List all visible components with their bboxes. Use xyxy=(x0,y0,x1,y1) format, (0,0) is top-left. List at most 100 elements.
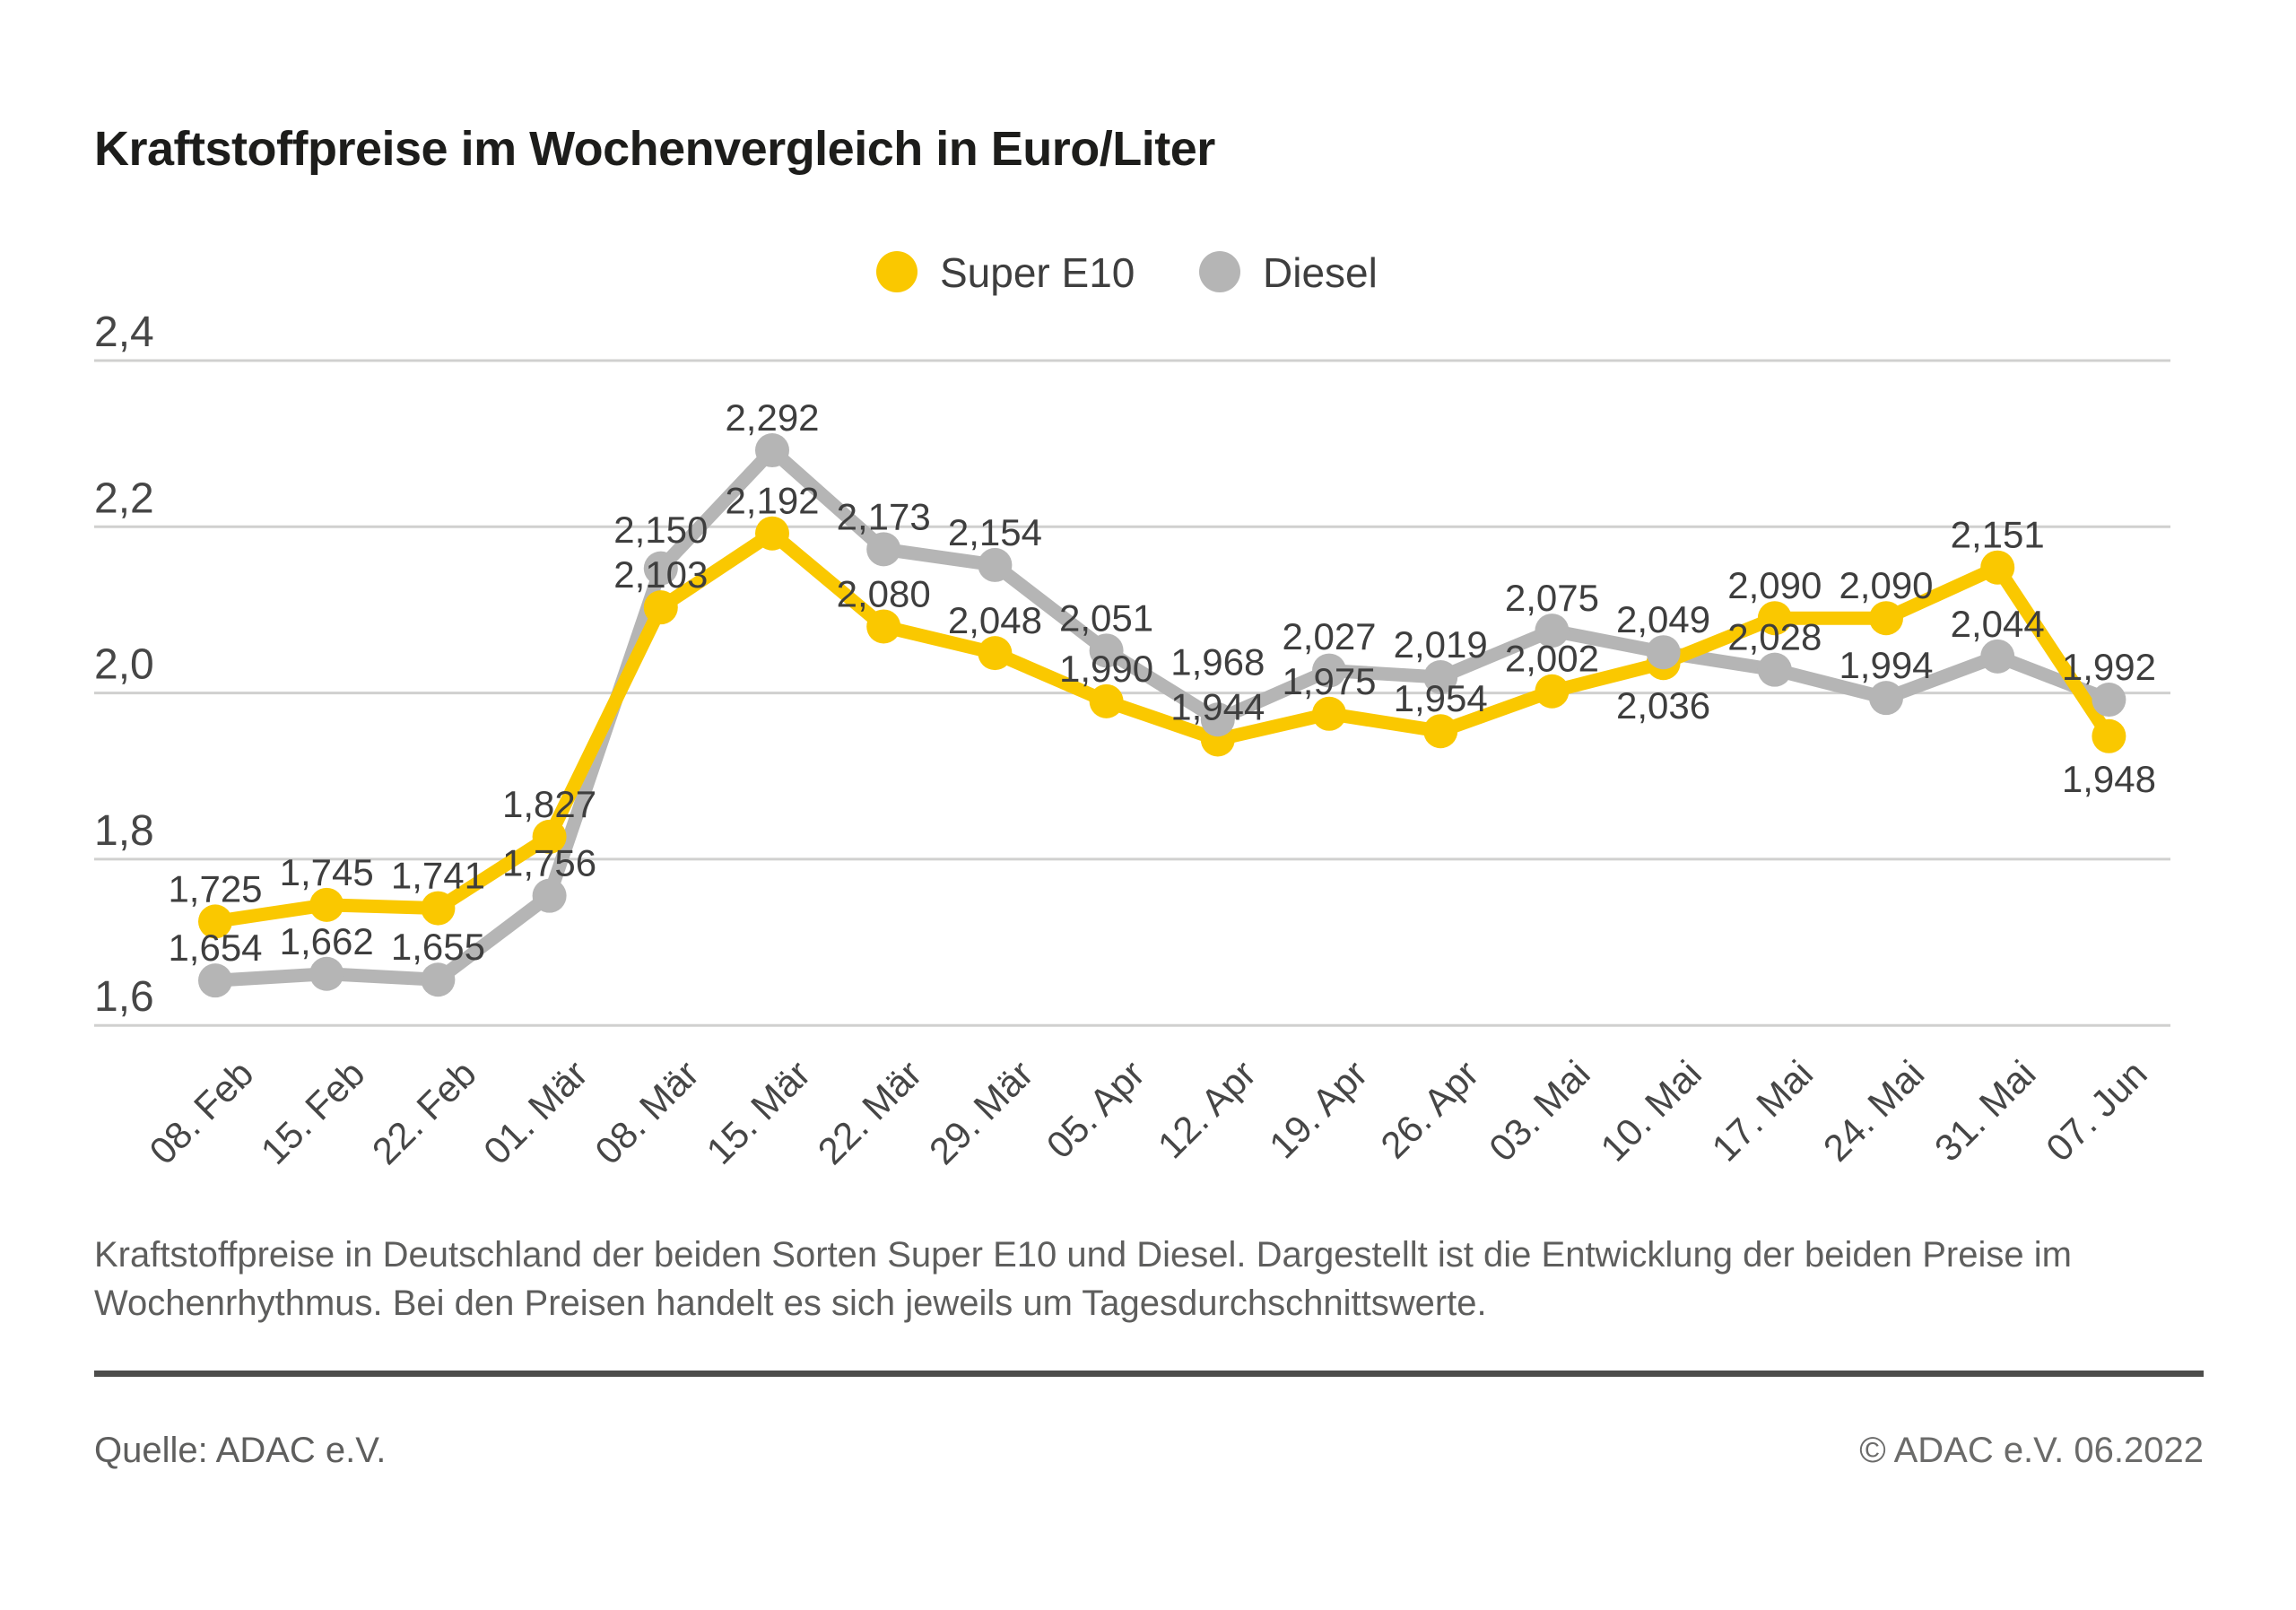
x-tick-label: 15. Mär xyxy=(698,1052,818,1172)
data-point-super-e10 xyxy=(1423,714,1458,749)
data-point-diesel xyxy=(755,433,789,468)
data-label-super-e10: 2,090 xyxy=(1839,564,1933,606)
copyright-label: © ADAC e.V. 06.2022 xyxy=(1859,1431,2204,1470)
data-point-super-e10 xyxy=(421,891,456,926)
data-point-diesel xyxy=(532,878,567,913)
x-tick-label: 07. Jun xyxy=(2038,1052,2155,1170)
data-point-diesel xyxy=(866,532,901,567)
data-label-super-e10: 1,741 xyxy=(391,855,485,897)
data-label-super-e10: 1,954 xyxy=(1394,677,1488,719)
chart-legend: Super E10 Diesel xyxy=(876,249,1378,296)
data-label-super-e10: 1,990 xyxy=(1059,648,1153,690)
data-label-super-e10: 2,192 xyxy=(725,480,819,522)
x-tick-label: 29. Mär xyxy=(921,1052,1041,1172)
data-label-diesel: 1,992 xyxy=(2062,646,2156,688)
y-tick-label: 2,4 xyxy=(94,309,154,356)
data-label-diesel: 1,654 xyxy=(168,927,262,969)
data-point-diesel xyxy=(1312,653,1346,688)
x-tick-label: 31. Mai xyxy=(1926,1052,2044,1170)
chart-description: Kraftstoffpreise in Deutschland der beid… xyxy=(94,1235,2072,1323)
diesel-line xyxy=(208,443,2116,988)
data-label-diesel: 2,150 xyxy=(613,509,708,551)
data-label-super-e10: 2,002 xyxy=(1505,638,1599,680)
data-label-super-e10: 2,103 xyxy=(613,553,708,596)
data-point-diesel xyxy=(1535,614,1570,648)
data-point-super-e10 xyxy=(198,904,232,939)
data-label-diesel: 2,173 xyxy=(837,495,931,537)
data-point-diesel xyxy=(421,962,456,997)
data-point-super-e10 xyxy=(755,516,789,551)
x-tick-label: 26. Apr xyxy=(1372,1052,1486,1166)
y-tick-label: 1,8 xyxy=(94,807,154,855)
data-point-diesel xyxy=(1089,633,1124,668)
y-tick-label: 2,2 xyxy=(94,474,154,522)
data-point-diesel xyxy=(198,963,232,998)
data-label-super-e10: 1,975 xyxy=(1282,660,1376,702)
x-tick-label: 08. Feb xyxy=(141,1052,261,1172)
x-tick-label: 22. Feb xyxy=(364,1052,484,1172)
data-point-diesel xyxy=(2092,683,2126,718)
data-label-super-e10: 1,948 xyxy=(2062,758,2156,800)
data-point-super-e10 xyxy=(1535,674,1570,709)
data-label-diesel: 2,154 xyxy=(948,511,1042,553)
legend-dot-super-e10-icon xyxy=(876,251,918,292)
data-point-diesel xyxy=(978,547,1013,582)
data-point-super-e10 xyxy=(978,636,1013,671)
data-label-super-e10: 2,090 xyxy=(1727,564,1822,606)
data-label-diesel: 2,292 xyxy=(725,396,819,439)
x-tick-label: 19. Apr xyxy=(1261,1052,1375,1166)
data-point-super-e10 xyxy=(309,887,344,922)
super-e10-line xyxy=(208,527,2116,928)
data-label-super-e10: 1,944 xyxy=(1170,685,1265,727)
data-label-diesel: 2,049 xyxy=(1616,598,1710,640)
page-title: Kraftstoffpreise im Wochenvergleich in E… xyxy=(94,122,1215,176)
data-label-super-e10: 1,725 xyxy=(168,867,262,909)
data-point-super-e10 xyxy=(643,590,678,625)
data-point-diesel xyxy=(309,956,344,991)
legend-dot-diesel-icon xyxy=(1199,251,1240,292)
data-point-diesel xyxy=(1646,635,1681,670)
y-tick-label: 2,0 xyxy=(94,641,154,689)
data-point-diesel xyxy=(1869,681,1903,716)
legend-label-diesel: Diesel xyxy=(1263,249,1378,296)
data-point-super-e10 xyxy=(866,609,901,644)
data-label-diesel: 2,044 xyxy=(1951,603,2045,645)
data-label-diesel: 2,075 xyxy=(1505,577,1599,619)
x-tick-label: 01. Mär xyxy=(475,1052,596,1172)
data-point-super-e10 xyxy=(1980,550,2015,585)
data-point-super-e10 xyxy=(532,819,567,854)
x-tick-label: 03. Mai xyxy=(1481,1052,1598,1170)
data-point-diesel xyxy=(1423,659,1458,694)
x-tick-label: 12. Apr xyxy=(1150,1052,1264,1166)
data-label-diesel: 1,655 xyxy=(391,926,485,968)
data-point-super-e10 xyxy=(1089,683,1124,718)
data-label-super-e10: 1,827 xyxy=(502,783,596,825)
data-label-diesel: 1,662 xyxy=(280,920,374,962)
data-point-super-e10 xyxy=(1757,601,1792,636)
data-label-diesel: 1,968 xyxy=(1170,640,1265,683)
data-point-diesel xyxy=(1200,702,1235,737)
data-label-diesel: 2,051 xyxy=(1059,596,1153,639)
data-label-super-e10: 1,745 xyxy=(280,851,374,893)
footer-divider xyxy=(94,1371,2204,1377)
data-label-super-e10: 2,080 xyxy=(837,572,931,614)
data-point-diesel xyxy=(643,551,678,586)
x-tick-label: 24. Mai xyxy=(1815,1052,1933,1170)
data-label-diesel: 1,756 xyxy=(502,842,596,884)
data-point-super-e10 xyxy=(2092,718,2126,753)
data-label-diesel: 2,019 xyxy=(1394,623,1488,666)
data-point-super-e10 xyxy=(1869,601,1903,636)
x-tick-label: 05. Apr xyxy=(1039,1052,1152,1166)
data-label-super-e10: 2,036 xyxy=(1616,684,1710,727)
data-point-super-e10 xyxy=(1312,696,1346,731)
x-tick-label: 15. Feb xyxy=(253,1052,373,1172)
source-label: Quelle: ADAC e.V. xyxy=(94,1431,387,1470)
x-tick-label: 17. Mai xyxy=(1704,1052,1822,1170)
data-label-diesel: 2,028 xyxy=(1727,616,1822,658)
data-label-super-e10: 2,151 xyxy=(1951,514,2045,556)
data-label-diesel: 1,994 xyxy=(1839,644,1933,686)
x-tick-label: 10. Mai xyxy=(1592,1052,1709,1170)
